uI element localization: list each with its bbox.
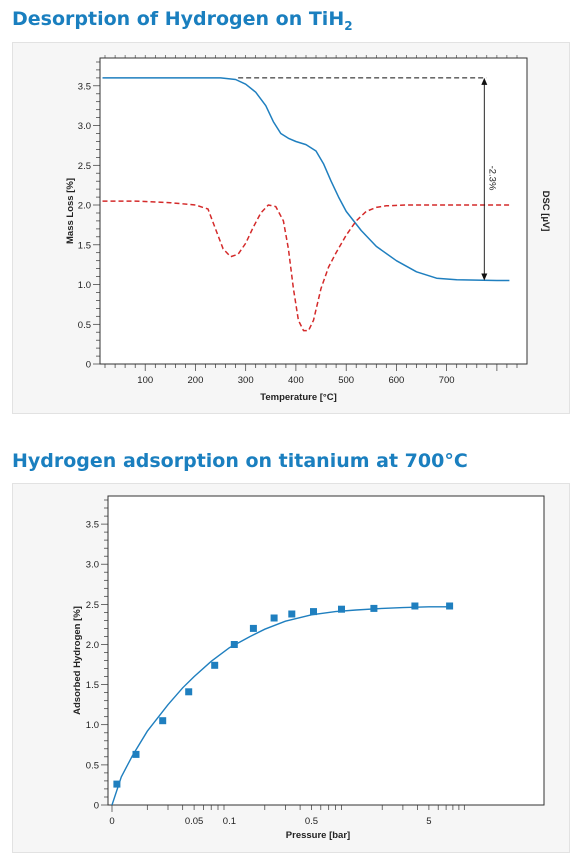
chart2-y-tick-label: 2.5 bbox=[86, 600, 99, 611]
chart1-y-tick-label: 1.5 bbox=[78, 240, 91, 251]
chart1-y2-axis-label: DSC [µV] bbox=[540, 191, 551, 232]
chart2-x-tick-label: 0.5 bbox=[305, 816, 318, 827]
chart1-mass-loss-line bbox=[102, 77, 510, 282]
chart1-y-tick-label: 2.0 bbox=[78, 201, 91, 212]
chart2-y-tick-label: 3.5 bbox=[86, 520, 99, 531]
chart1-x-tick-label: 700 bbox=[439, 375, 455, 386]
chart2-data-point bbox=[132, 750, 140, 758]
chart2-x-tick-label: 5 bbox=[426, 816, 431, 827]
chart2-title: Hydrogen adsorption on titanium at 700°C bbox=[12, 450, 468, 472]
chart1-y-tick-label: 0 bbox=[86, 360, 91, 371]
chart2-data-point bbox=[338, 605, 345, 613]
chart1-x-tick-label: 500 bbox=[338, 375, 354, 386]
chart1-y-tick-label: 0.5 bbox=[78, 320, 91, 331]
chart2-data-point bbox=[310, 608, 317, 616]
chart2-data-point bbox=[185, 688, 193, 696]
chart1-dsc-line bbox=[102, 200, 510, 332]
chart2-y-tick-label: 3.0 bbox=[86, 560, 99, 571]
chart1-x-axis-label: Temperature [°C] bbox=[260, 392, 336, 403]
chart1-x-tick-label: 600 bbox=[388, 375, 404, 386]
chart2-y-tick-label: 2.0 bbox=[86, 640, 99, 651]
chart2-data-point bbox=[446, 602, 454, 610]
chart2-y-axis-label: Adsorbed Hydrogen [%] bbox=[72, 606, 83, 715]
chart2-x-tick-label: 0.05 bbox=[185, 816, 204, 827]
chart2-x-axis-label: Pressure [bar] bbox=[286, 830, 350, 841]
chart2-y-tick-label: 1.5 bbox=[86, 680, 99, 691]
chart1-step-arrow-head-up bbox=[481, 77, 488, 85]
chart2-y-tick-label: 0.5 bbox=[86, 760, 99, 771]
chart1-x-tick-label: 200 bbox=[188, 375, 204, 386]
chart2-fit-curve bbox=[111, 606, 453, 806]
chart2-x-tick-label: 0.1 bbox=[223, 816, 236, 827]
chart2-data-point bbox=[370, 604, 378, 612]
chart2-data-point bbox=[211, 661, 219, 669]
chart1-y-tick-label: 3.0 bbox=[78, 121, 91, 132]
chart1-plot-area bbox=[99, 57, 528, 365]
chart1-title: Desorption of Hydrogen on TiH2 bbox=[12, 8, 353, 33]
chart1-y-axis-label: Mass Loss [%] bbox=[65, 178, 76, 244]
chart1-y-tick-label: 2.5 bbox=[78, 161, 91, 172]
chart1-step-arrow-head-down bbox=[481, 273, 488, 281]
chart1-x-tick-label: 300 bbox=[238, 375, 254, 386]
chart2-data-point bbox=[411, 602, 419, 610]
chart2-data-point bbox=[270, 614, 278, 622]
chart1-x-tick-label: 100 bbox=[137, 375, 153, 386]
chart2-data-point bbox=[230, 641, 238, 648]
chart2-data-point bbox=[159, 717, 167, 725]
chart1-x-tick-label: 400 bbox=[288, 375, 304, 386]
chart2-y-tick-label: 0 bbox=[94, 801, 99, 812]
chart2-data-point bbox=[288, 610, 296, 618]
chart1-step-annotation: -2.3% bbox=[486, 166, 497, 191]
chart2-y-tick-label: 1.0 bbox=[86, 720, 99, 731]
chart2-plot-area bbox=[107, 495, 545, 806]
chart1-svg: 0 0.5 1.0 1.5 2.0 2.5 3.0 3.5 100 200 300 400 500 600… bbox=[65, 55, 551, 403]
chart1-y-tick-label: 1.0 bbox=[78, 280, 91, 291]
chart2-data-point bbox=[113, 780, 121, 788]
chart1-y-tick-label: 3.5 bbox=[78, 81, 91, 92]
chart2-data-point bbox=[249, 624, 257, 632]
chart2-x-tick-label: 0 bbox=[109, 816, 114, 827]
